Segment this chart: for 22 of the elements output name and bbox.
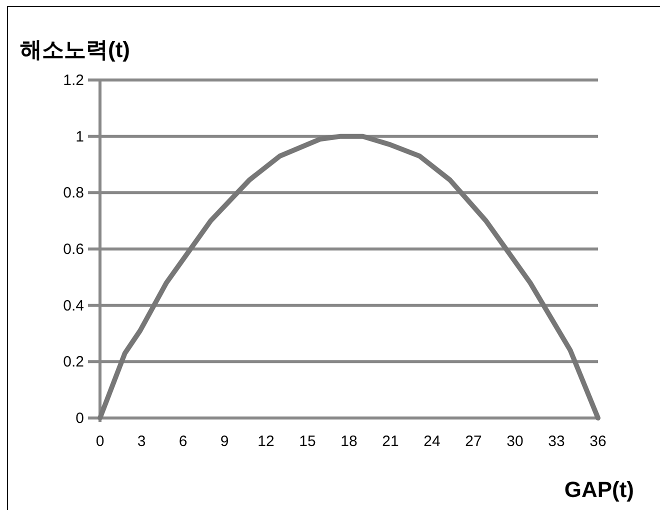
x-tick-label: 33 xyxy=(548,433,565,450)
x-tick-label: 36 xyxy=(590,433,606,450)
x-tick-label: 3 xyxy=(137,433,146,450)
y-tick-label: 1 xyxy=(76,128,84,146)
y-tick-label: 0 xyxy=(76,410,84,427)
x-tick-label: 0 xyxy=(96,433,104,450)
y-tick-label: 0.8 xyxy=(63,184,84,202)
x-tick-label: 12 xyxy=(258,433,274,450)
x-tick-label: 15 xyxy=(299,433,316,450)
y-axis-title: 해소노력(t) xyxy=(20,37,130,62)
x-tick-label: 30 xyxy=(506,433,524,450)
x-tick-label: 27 xyxy=(465,433,482,450)
y-tick-label: 1.2 xyxy=(63,72,84,89)
y-tick-label: 0.4 xyxy=(63,297,84,314)
y-tick-label: 0.6 xyxy=(63,241,84,258)
x-tick-label: 24 xyxy=(424,433,440,450)
x-tick-label: 21 xyxy=(382,433,399,450)
x-tick-label: 9 xyxy=(220,433,229,450)
x-axis-title: GAP(t) xyxy=(564,477,634,502)
y-tick-label: 0.2 xyxy=(63,354,84,371)
x-tick-label: 18 xyxy=(340,433,358,450)
x-tick-label: 6 xyxy=(178,433,188,450)
